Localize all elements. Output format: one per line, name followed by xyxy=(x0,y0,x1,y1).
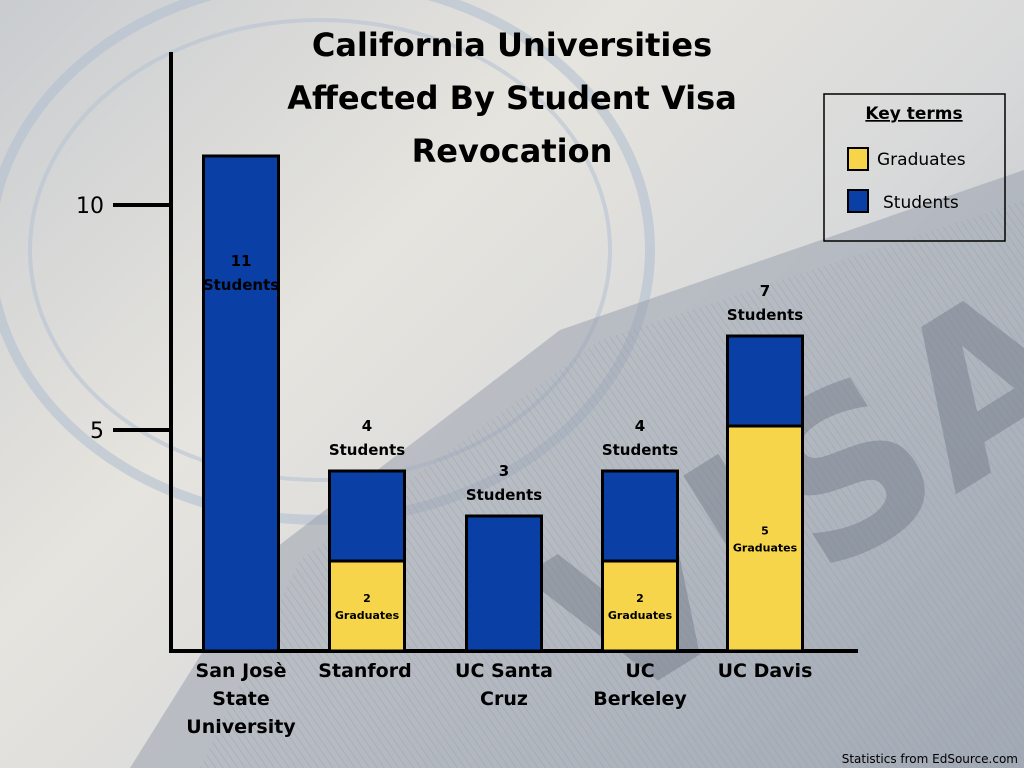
total-label-uc-santa-cruz-1: Students xyxy=(466,486,542,504)
bar-students-san-jos-state-university xyxy=(202,154,280,653)
category-label-uc-berkeley-1: Berkeley xyxy=(593,688,687,710)
chart-title: California Universities Affected By Stud… xyxy=(287,26,737,170)
legend-label-graduates: Graduates xyxy=(877,150,966,170)
bar-students-uc-davis xyxy=(726,334,804,428)
category-label-san-jos-state-university-2: University xyxy=(186,716,296,738)
total-label-uc-berkeley-1: Students xyxy=(602,441,678,459)
total-label-uc-berkeley-0: 4 xyxy=(635,417,645,435)
y-tick-label-5: 5 xyxy=(90,419,104,444)
inner-label-uc-berkeley-1: Graduates xyxy=(608,609,673,622)
chart-title-line-2: Affected By Student Visa xyxy=(287,79,737,117)
category-label-uc-santa-cruz-0: UC Santa xyxy=(455,660,553,682)
category-label-san-jos-state-university-1: State xyxy=(212,688,270,710)
bar-graduates-stanford xyxy=(328,559,406,653)
inner-label-uc-davis-1: Graduates xyxy=(733,542,798,555)
inner-label-stanford-1: Graduates xyxy=(335,609,400,622)
inner-label-uc-berkeley-0: 2 xyxy=(636,592,644,605)
bar-graduates-uc-berkeley xyxy=(601,559,679,653)
total-label-uc-davis-0: 7 xyxy=(760,282,770,300)
y-tick-label-10: 10 xyxy=(76,194,104,219)
category-labels: San Josè State University Stanford UC Santa C… xyxy=(186,660,812,738)
legend-swatch-students xyxy=(847,189,869,213)
bar-students-uc-santa-cruz xyxy=(465,514,543,653)
source-note: Statistics from EdSource.com xyxy=(842,752,1018,766)
total-label-san-jos-state-university-1: Students xyxy=(203,276,279,294)
inner-label-uc-davis-0: 5 xyxy=(761,525,769,538)
chart-title-line-1: California Universities xyxy=(312,26,712,64)
total-label-san-jos-state-university-0: 11 xyxy=(231,252,252,270)
total-label-uc-davis-1: Students xyxy=(727,306,803,324)
bar-graduates-uc-davis xyxy=(726,424,804,653)
category-label-uc-santa-cruz-1: Cruz xyxy=(480,688,528,710)
legend-box xyxy=(823,93,1006,242)
y-ticks: 51015 xyxy=(76,194,171,444)
legend-label-students: Students xyxy=(883,193,959,213)
category-label-uc-davis-0: UC Davis xyxy=(718,660,813,682)
legend: Key terms Graduates Students xyxy=(823,93,1006,242)
bar-students-stanford xyxy=(328,469,406,563)
inner-label-stanford-0: 2 xyxy=(363,592,371,605)
category-label-san-jos-state-university-0: San Josè xyxy=(196,660,287,682)
total-label-uc-santa-cruz-0: 3 xyxy=(499,462,509,480)
bars: 11 Students 2 Graduates 4 Students 3 Students 2 G… xyxy=(202,154,804,653)
total-label-stanford-0: 4 xyxy=(362,417,372,435)
category-label-uc-berkeley-0: UC xyxy=(625,660,654,682)
bar-students-uc-berkeley xyxy=(601,469,679,563)
legend-swatch-graduates xyxy=(847,147,869,171)
total-label-stanford-1: Students xyxy=(329,441,405,459)
category-label-stanford-0: Stanford xyxy=(318,660,411,682)
chart-title-line-3: Revocation xyxy=(412,132,613,170)
legend-title: Key terms xyxy=(865,104,962,124)
